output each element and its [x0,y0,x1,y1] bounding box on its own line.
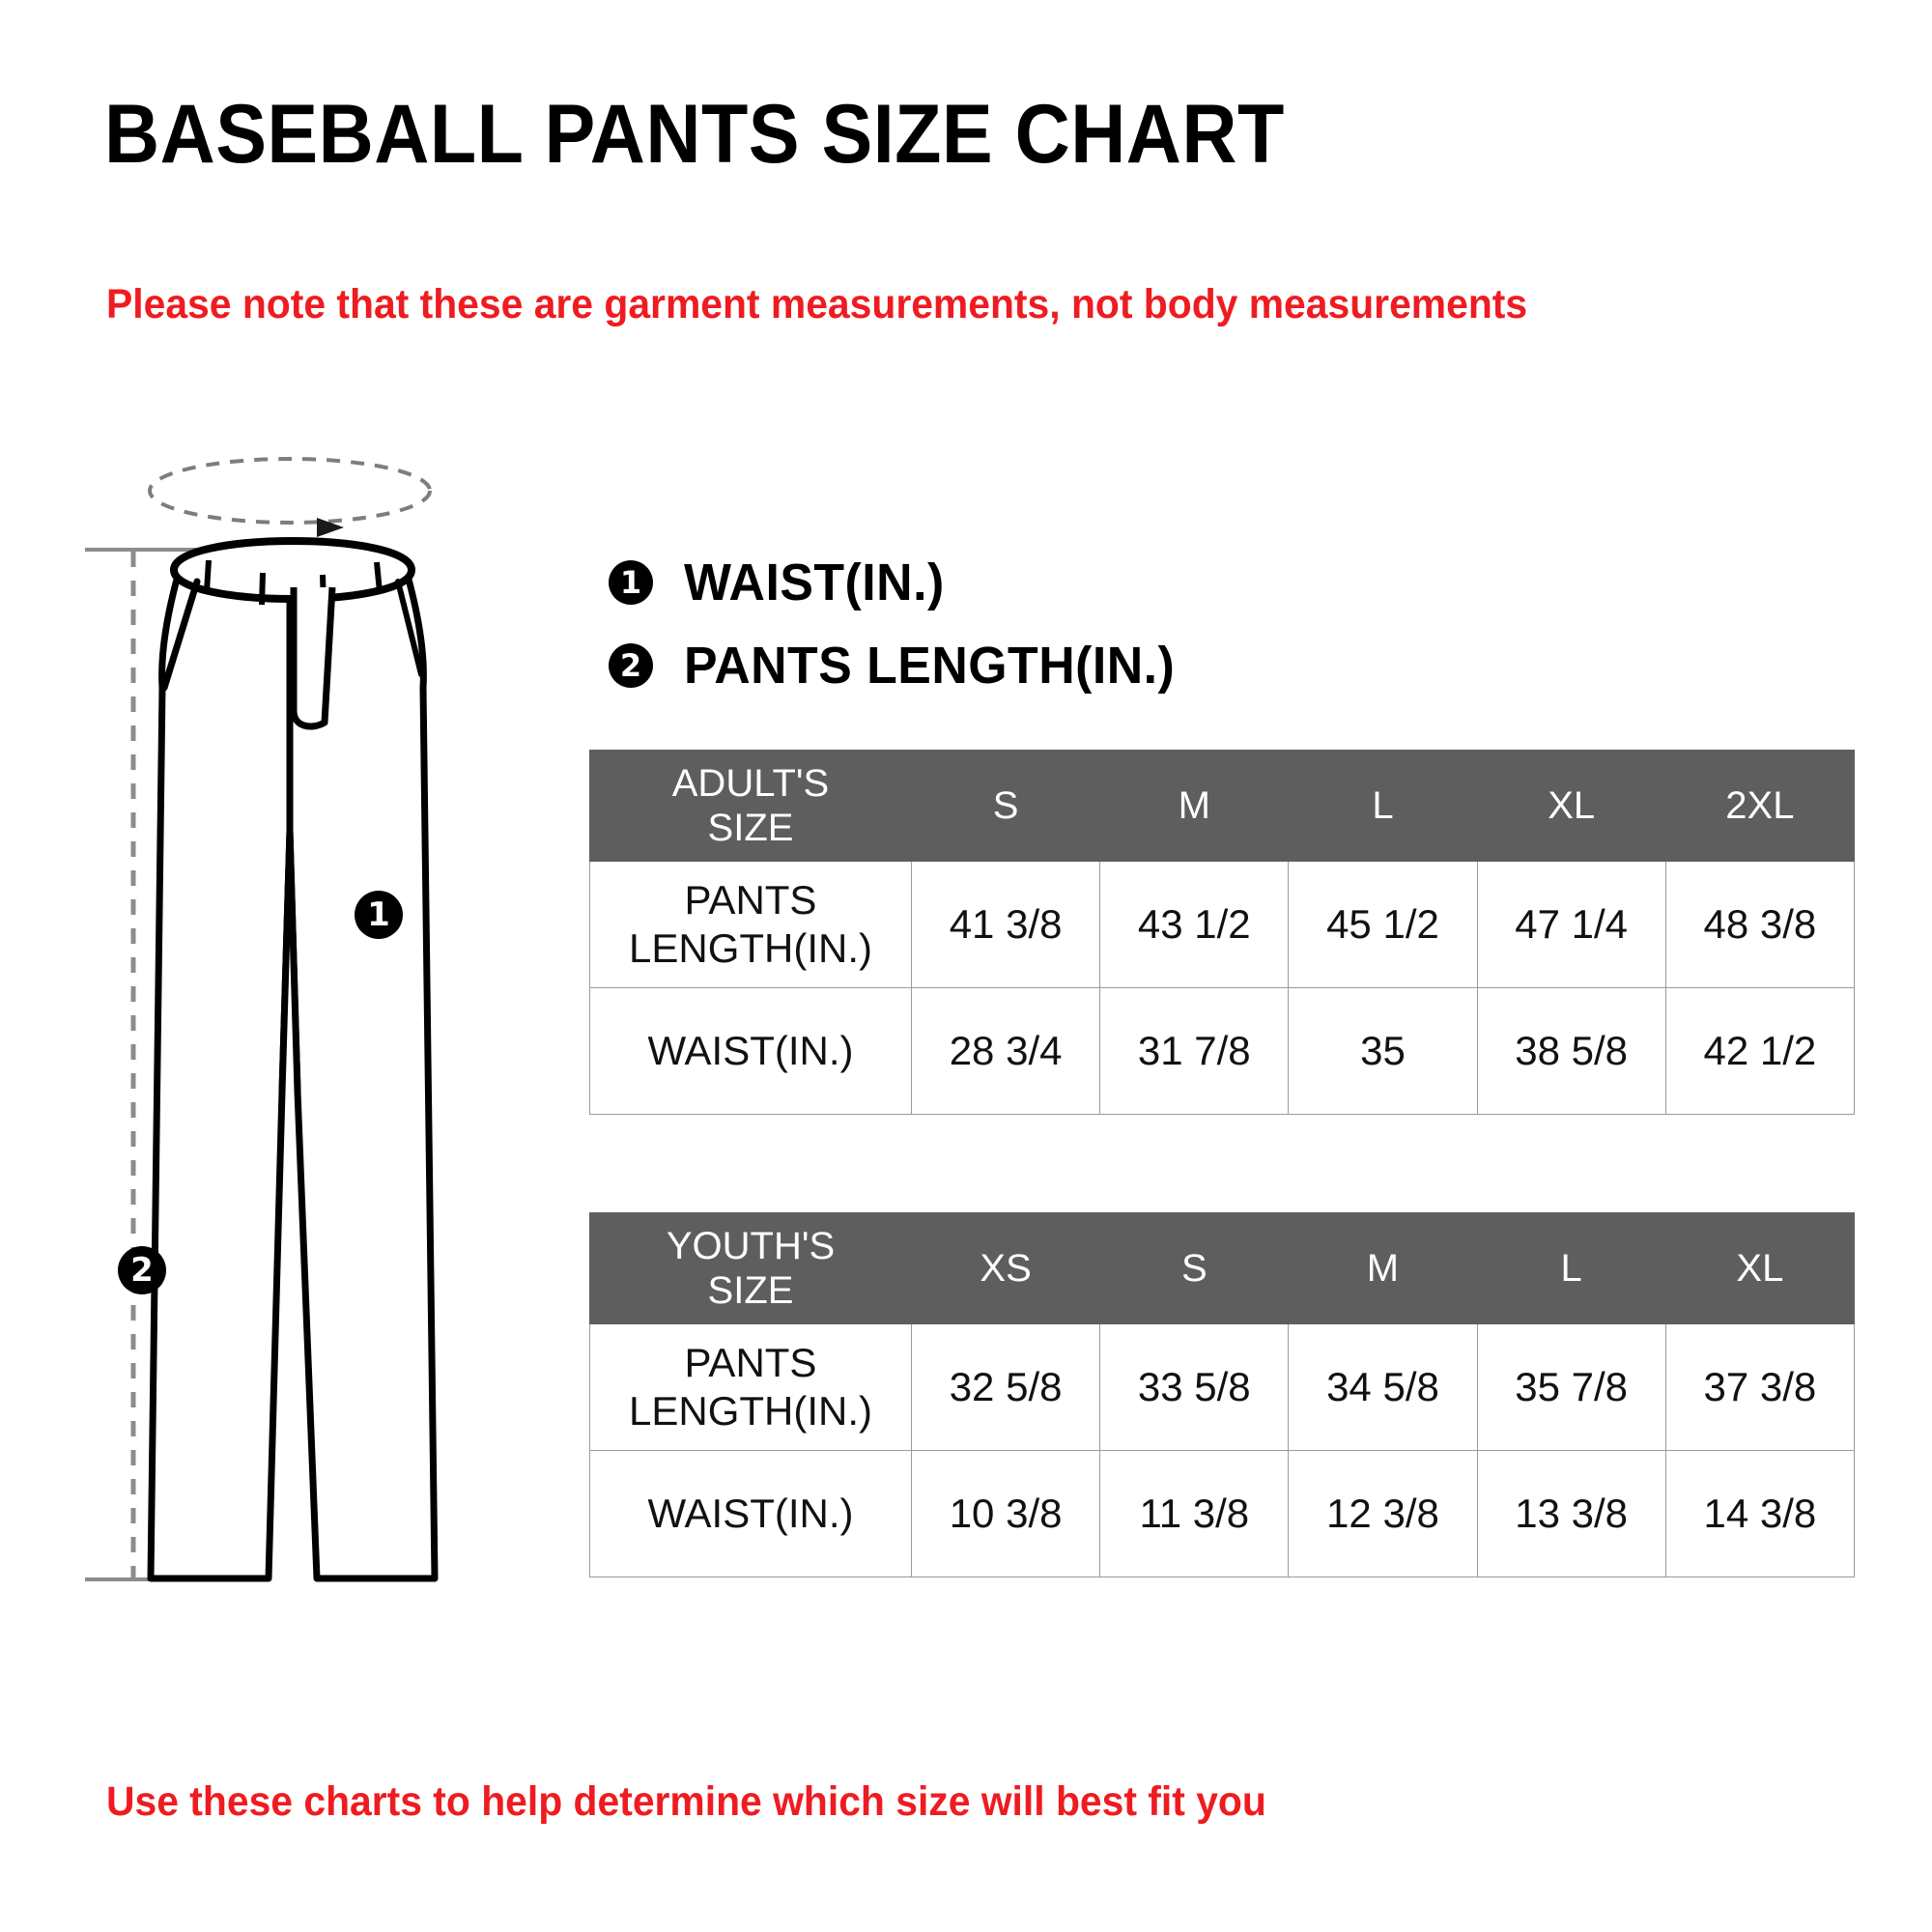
pants-svg-icon [85,457,439,1582]
youth-pants-length-label: PANTS LENGTH(IN.) [589,1323,912,1451]
youth-pants-length-s: 33 5/8 [1099,1323,1290,1451]
number-badge-1-icon: 1 [609,560,653,605]
youth-waist-l: 13 3/8 [1476,1450,1666,1577]
adult-waist-2xl: 42 1/2 [1664,987,1856,1115]
adult-pants-length-xl: 47 1/4 [1476,861,1666,988]
youth-waist-m: 12 3/8 [1288,1450,1478,1577]
adult-pants-length-label: PANTS LENGTH(IN.) [589,861,912,988]
pants-right-leg [286,572,439,1582]
youth-pants-length-xl: 37 3/8 [1664,1323,1856,1451]
table-row: WAIST(IN.) 28 3/4 31 7/8 35 38 5/8 42 1/… [589,987,1856,1115]
pants-right-pocket-seam [395,579,424,677]
adult-waist-m: 31 7/8 [1099,987,1290,1115]
youth-size-col-xs: XS [910,1212,1101,1324]
table-row: PANTS LENGTH(IN.) 41 3/8 43 1/2 45 1/2 4… [589,861,1856,988]
number-badge-2-icon: 2 [609,643,653,688]
pants-waistband-top [170,537,415,572]
youth-size-table: YOUTH'S SIZE XS S M L XL PANTS LENGTH(IN… [589,1212,1856,1577]
adult-pants-length-l: 45 1/2 [1288,861,1478,988]
pants-left-leg [147,572,294,1582]
youth-size-col-m: M [1288,1212,1478,1324]
adult-table-header-row: ADULT'S SIZE S M L XL 2XL [589,750,1856,862]
pants-left-pocket-seam [160,578,201,692]
youth-size-col-s: S [1099,1212,1290,1324]
youth-size-header: YOUTH'S SIZE [589,1212,912,1324]
youth-waist-label: WAIST(IN.) [589,1450,912,1577]
waist-ellipse-icon [148,457,432,525]
pants-crotch [278,827,301,1093]
pants-illustration: 1 2 [58,415,522,1637]
adult-waist-l: 35 [1288,987,1478,1115]
adult-waist-xl: 38 5/8 [1476,987,1666,1115]
adult-size-col-m: M [1099,750,1290,862]
diagram-badge-length-icon: 2 [118,1246,166,1294]
youth-waist-xs: 10 3/8 [910,1450,1101,1577]
measurement-legend: 1 WAIST(IN.) 2 PANTS LENGTH(IN.) [609,541,1195,707]
waist-arrow-icon [317,518,344,537]
youth-table-header-row: YOUTH'S SIZE XS S M L XL [589,1212,1856,1324]
table-row: WAIST(IN.) 10 3/8 11 3/8 12 3/8 13 3/8 1… [589,1450,1856,1577]
adult-pants-length-m: 43 1/2 [1099,861,1290,988]
legend-item-waist: 1 WAIST(IN.) [609,541,1195,624]
youth-size-col-l: L [1476,1212,1666,1324]
page-title: BASEBALL PANTS SIZE CHART [104,88,1285,181]
adult-pants-length-s: 41 3/8 [910,861,1101,988]
size-help-note: Use these charts to help determine which… [106,1778,1266,1825]
adult-size-col-s: S [910,750,1101,862]
adult-size-col-xl: XL [1476,750,1666,862]
adult-waist-label: WAIST(IN.) [589,987,912,1115]
adult-size-col-2xl: 2XL [1664,750,1856,862]
youth-pants-length-l: 35 7/8 [1476,1323,1666,1451]
pants-fly-flap [290,586,336,730]
adult-size-col-l: L [1288,750,1478,862]
adult-size-header: ADULT'S SIZE [589,750,912,862]
youth-pants-length-m: 34 5/8 [1288,1323,1478,1451]
adult-size-table: ADULT'S SIZE S M L XL 2XL PANTS LENGTH(I… [589,750,1856,1115]
youth-pants-length-xs: 32 5/8 [910,1323,1101,1451]
garment-measurement-note: Please note that these are garment measu… [106,281,1528,327]
adult-pants-length-2xl: 48 3/8 [1664,861,1856,988]
youth-waist-xl: 14 3/8 [1664,1450,1856,1577]
legend-label-waist: WAIST(IN.) [684,554,945,611]
diagram-badge-waist-icon: 1 [355,891,403,939]
youth-waist-s: 11 3/8 [1099,1450,1290,1577]
legend-label-pants-length: PANTS LENGTH(IN.) [684,637,1176,695]
youth-size-col-xl: XL [1664,1212,1856,1324]
adult-waist-s: 28 3/4 [910,987,1101,1115]
legend-item-pants-length: 2 PANTS LENGTH(IN.) [609,624,1195,707]
table-row: PANTS LENGTH(IN.) 32 5/8 33 5/8 34 5/8 3… [589,1323,1856,1451]
